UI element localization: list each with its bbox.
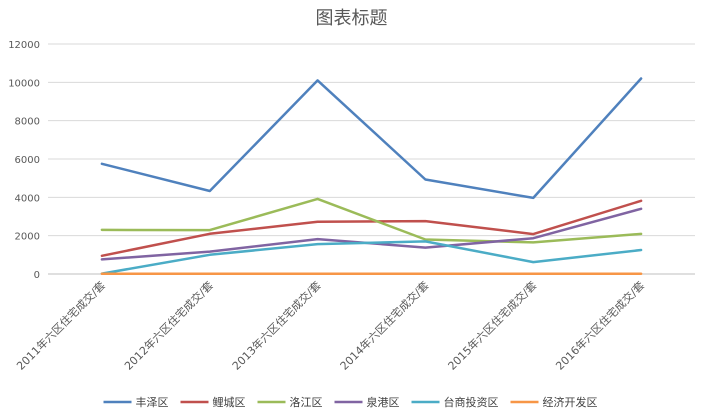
y-tick-label: 4000 [15,193,40,204]
series-line-4 [100,240,643,275]
x-tick-label: 2015年六区住宅成交/套 [445,278,540,373]
legend-label-3: 泉港区 [367,395,400,409]
y-tick-label: 12000 [8,40,40,51]
y-tick-label: 6000 [15,155,40,166]
x-tick-label: 2016年六区住宅成交/套 [553,278,648,373]
series-line-0 [100,77,643,200]
y-tick-label: 2000 [15,232,40,243]
x-tick-label: 2012年六区住宅成交/套 [121,278,216,373]
legend-label-0: 丰泽区 [136,396,169,409]
x-tick-label: 2014年六区住宅成交/套 [337,278,432,373]
x-tick-label: 2011年六区住宅成交/套 [13,278,108,373]
series-line-3 [100,207,643,261]
legend-label-2: 洛江区 [290,395,323,409]
legend-label-1: 鲤城区 [213,395,246,409]
series-line-1 [100,199,643,258]
y-tick-label: 10000 [8,78,40,89]
series-line-2 [100,197,643,244]
y-tick-label: 8000 [15,117,40,128]
legend-label-5: 经济开发区 [543,395,598,409]
x-tick-label: 2013年六区住宅成交/套 [229,278,324,373]
legend-label-4: 台商投资区 [444,395,499,409]
y-tick-label: 0 [34,270,40,281]
chart-title: 图表标题 [315,8,388,29]
